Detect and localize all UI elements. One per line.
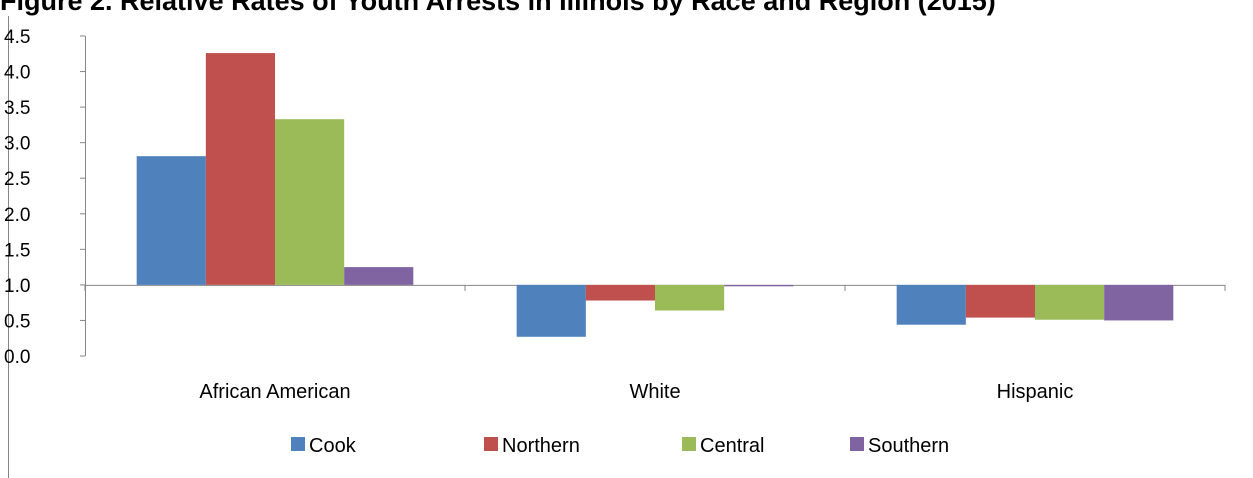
legend: Cook Northern Central Southern [291, 435, 949, 457]
legend-label-central: Central [700, 435, 764, 457]
bar-cook-hispanic [896, 284, 966, 325]
bar-southern-hispanic [1104, 284, 1174, 321]
bar-central-african-american [275, 119, 345, 285]
chart-title: Figure 2. Relative Rates of Youth Arrest… [0, 0, 996, 16]
legend-swatch-northern [484, 437, 498, 451]
legend-label-cook: Cook [309, 435, 357, 457]
x-tick-label: White [629, 381, 680, 403]
y-tick-label: 2.5 [4, 169, 30, 190]
y-tick-label: 1.5 [4, 240, 30, 261]
y-tick-label: 1.0 [4, 276, 30, 297]
bar-central-hispanic [1035, 284, 1105, 320]
bar-northern-hispanic [965, 284, 1035, 318]
y-tick-label: 4.0 [4, 63, 30, 84]
y-tick-label: 0.5 [4, 311, 30, 332]
legend-label-southern: Southern [868, 435, 949, 457]
legend-swatch-southern [850, 437, 864, 451]
bar-southern-white [724, 284, 794, 287]
x-tick-label: African American [199, 381, 350, 403]
y-tick-label: 3.5 [4, 98, 30, 119]
legend-swatch-cook [291, 437, 305, 451]
bar-cook-african-american [136, 156, 206, 285]
bar-northern-white [585, 284, 655, 301]
bar-central-white [655, 284, 725, 311]
bar-cook-white [516, 284, 586, 337]
bar-northern-african-american [205, 53, 275, 285]
plot-area: 0.0 0.5 1.0 1.5 2.0 2.5 3.0 3.5 4.0 4.5 African Am… [4, 27, 1226, 403]
legend-swatch-central [682, 437, 696, 451]
y-tick-label: 3.0 [4, 134, 30, 155]
y-tick-label: 4.5 [4, 27, 30, 48]
x-tick-label: Hispanic [997, 381, 1074, 403]
legend-label-northern: Northern [502, 435, 580, 457]
y-tick-label: 2.0 [4, 205, 30, 226]
y-tick-label: 0.0 [4, 347, 30, 368]
bar-southern-african-american [344, 267, 414, 285]
